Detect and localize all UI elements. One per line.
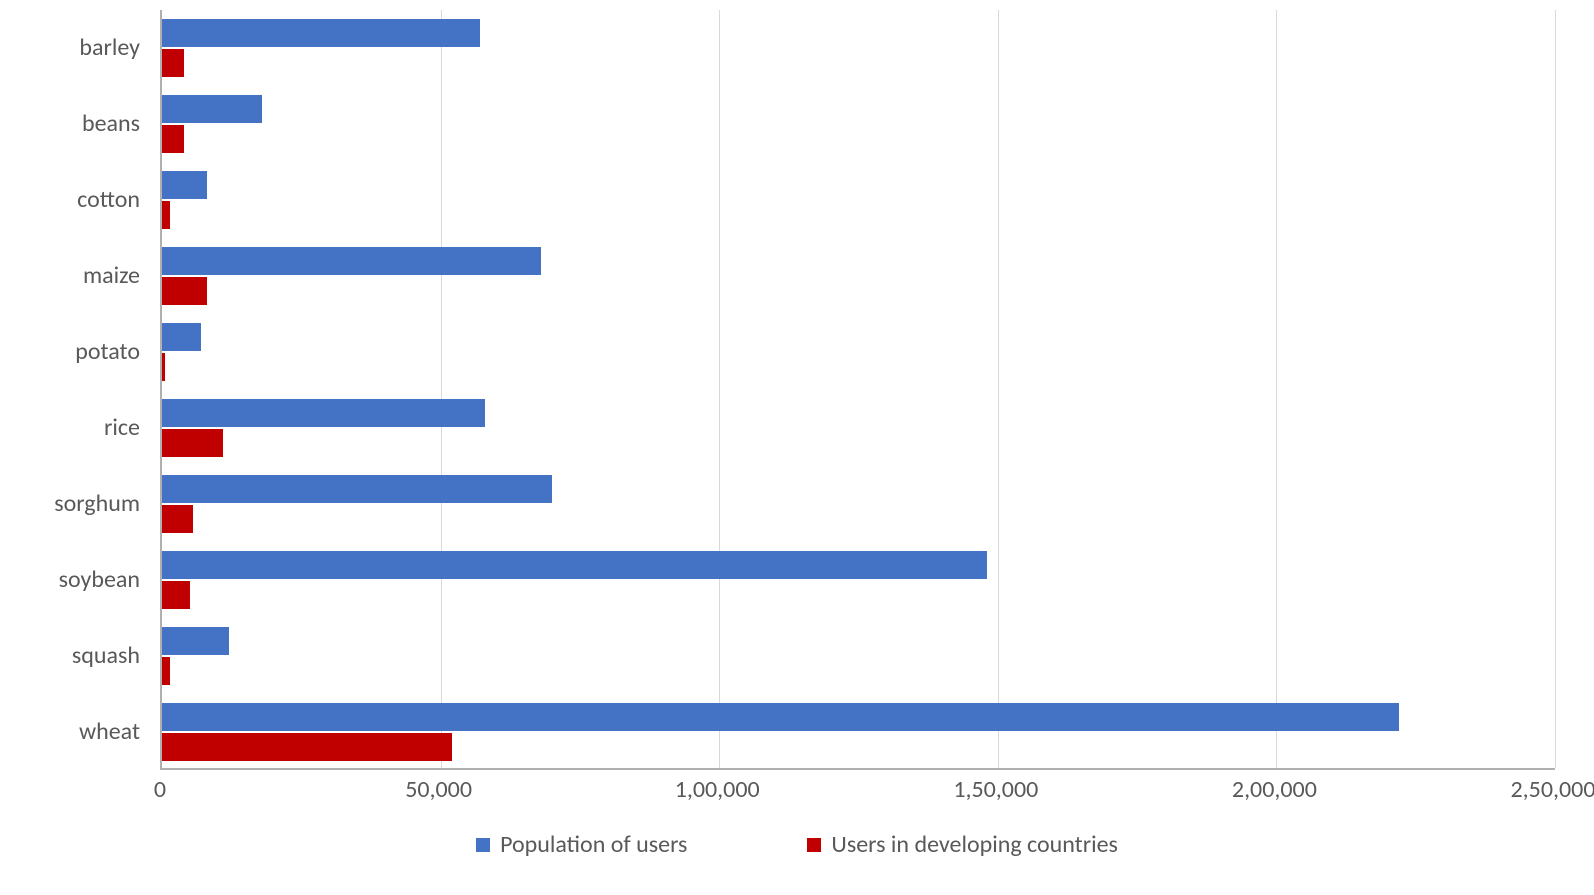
gridline	[719, 10, 720, 768]
bar-developing-beans	[162, 125, 184, 153]
bar-population-wheat	[162, 703, 1399, 731]
bar-developing-soybean	[162, 581, 190, 609]
bar-developing-rice	[162, 429, 223, 457]
x-axis-label: 1,00,000	[675, 775, 760, 804]
bar-developing-potato	[162, 353, 165, 381]
bar-developing-maize	[162, 277, 207, 305]
bar-developing-cotton	[162, 201, 170, 229]
y-axis-label-potato: potato	[0, 337, 140, 366]
gridline	[998, 10, 999, 768]
bar-population-sorghum	[162, 475, 552, 503]
gridline	[1276, 10, 1277, 768]
y-axis-label-barley: barley	[0, 33, 140, 62]
legend-swatch-population	[476, 838, 490, 852]
x-axis-label: 1,50,000	[953, 775, 1038, 804]
x-axis-label: 50,000	[405, 775, 472, 804]
legend-item-developing: Users in developing countries	[807, 830, 1117, 859]
gridline	[441, 10, 442, 768]
chart-container: barley beans cotton maize potato rice sorghum s…	[0, 0, 1594, 895]
bar-developing-wheat	[162, 733, 452, 761]
legend: Population of users Users in developing …	[0, 830, 1594, 859]
y-axis-label-soybean: soybean	[0, 565, 140, 594]
y-axis-label-maize: maize	[0, 261, 140, 290]
bar-population-cotton	[162, 171, 207, 199]
y-axis-label-beans: beans	[0, 109, 140, 138]
legend-item-population: Population of users	[476, 830, 687, 859]
x-axis-label: 0	[154, 775, 166, 804]
bar-population-potato	[162, 323, 201, 351]
bar-developing-squash	[162, 657, 170, 685]
y-axis-label-squash: squash	[0, 641, 140, 670]
y-axis-label-sorghum: sorghum	[0, 489, 140, 518]
bar-population-rice	[162, 399, 485, 427]
x-axis-label: 2,50,000	[1511, 775, 1594, 804]
bar-population-squash	[162, 627, 229, 655]
gridline	[1555, 10, 1556, 768]
legend-swatch-developing	[807, 838, 821, 852]
y-axis-label-cotton: cotton	[0, 185, 140, 214]
bar-population-barley	[162, 19, 480, 47]
bar-developing-barley	[162, 49, 184, 77]
y-axis-label-wheat: wheat	[0, 717, 140, 746]
y-axis-label-rice: rice	[0, 413, 140, 442]
legend-label-population: Population of users	[500, 830, 687, 859]
plot-area	[160, 10, 1555, 770]
legend-label-developing: Users in developing countries	[831, 830, 1117, 859]
x-axis-label: 2,00,000	[1232, 775, 1317, 804]
bar-developing-sorghum	[162, 505, 193, 533]
bar-population-soybean	[162, 551, 987, 579]
bar-population-beans	[162, 95, 262, 123]
bar-population-maize	[162, 247, 541, 275]
